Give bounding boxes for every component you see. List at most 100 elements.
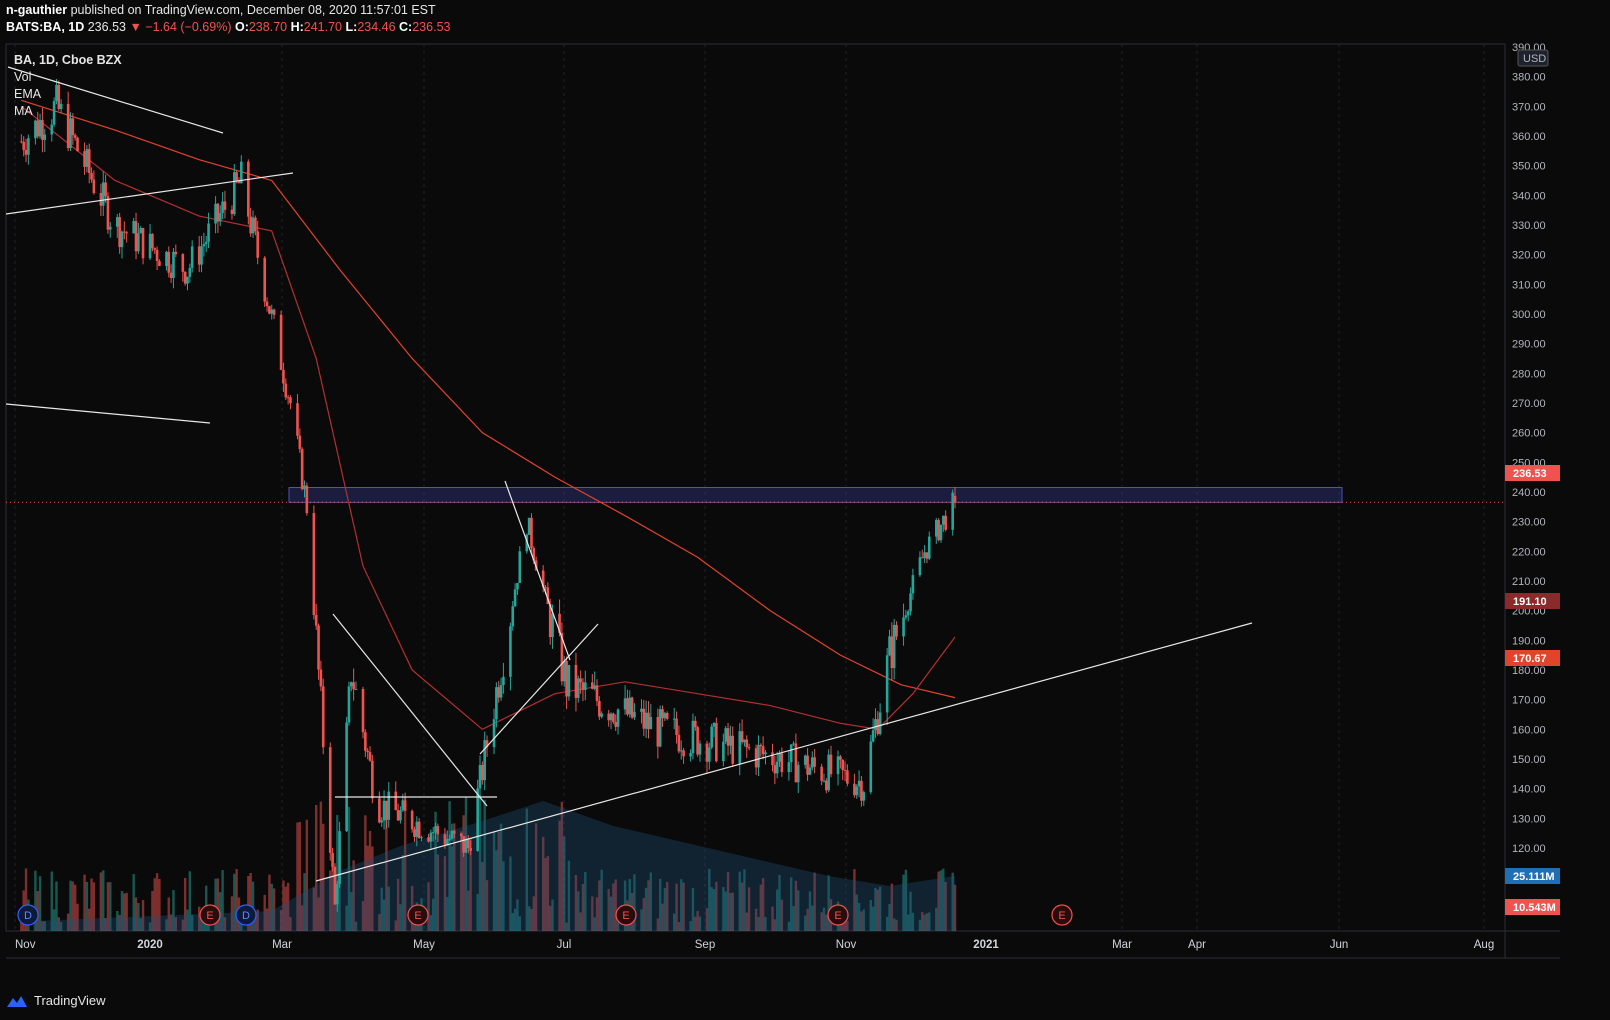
candle-body <box>843 769 847 771</box>
candle-body <box>462 836 465 853</box>
candle-body <box>607 713 610 721</box>
earnings-marker[interactable]: E <box>199 904 221 926</box>
volume-bar <box>951 872 954 931</box>
y-tick-label: 370.00 <box>1512 101 1546 113</box>
candle-body <box>778 753 781 762</box>
volume-bar <box>549 905 552 931</box>
candle-body <box>546 587 550 605</box>
volume-bar <box>642 897 645 931</box>
volume-bar <box>38 876 42 931</box>
volume-bar <box>256 909 259 931</box>
volume-bar <box>158 878 161 931</box>
volume-bar <box>616 922 620 931</box>
candle-body <box>148 233 152 259</box>
volume-bar <box>55 881 58 931</box>
candle-body <box>43 134 47 140</box>
candle-body <box>623 698 627 710</box>
earnings-marker[interactable]: E <box>827 904 849 926</box>
ma-line <box>21 99 956 699</box>
earnings-marker[interactable]: E <box>1051 904 1073 926</box>
candle-body <box>87 149 91 173</box>
volume-bar <box>181 919 185 931</box>
high-value: 241.70 <box>303 20 343 34</box>
dividend-marker[interactable]: D <box>17 904 39 926</box>
volume-bar <box>481 862 484 931</box>
volume-bar <box>478 794 482 931</box>
volume-bar <box>347 806 351 931</box>
legend-ema[interactable]: EMA <box>14 87 42 101</box>
volume-bar <box>165 919 168 931</box>
author-name[interactable]: n-gauthier <box>6 3 68 17</box>
volume-bar <box>935 907 938 931</box>
volume-bar <box>658 878 662 931</box>
open-label: O: <box>234 20 249 34</box>
y-tick-label: 230.00 <box>1512 517 1546 529</box>
candle-body <box>616 709 620 727</box>
volume-bar <box>581 883 585 931</box>
volume-bar <box>499 823 503 931</box>
candle-body <box>172 251 175 278</box>
x-tick-label: Sep <box>695 939 715 951</box>
candle-body <box>116 217 119 227</box>
earnings-marker[interactable]: E <box>407 904 429 926</box>
volume-bar <box>558 820 561 931</box>
volume-bar <box>923 914 926 931</box>
candle-body <box>836 756 840 775</box>
volume-bar <box>57 917 60 931</box>
volume-bar <box>909 891 912 931</box>
candle-body <box>352 682 355 690</box>
volume-bar <box>151 890 154 931</box>
volume-bar <box>249 872 252 931</box>
price-tag-label: 10.543M <box>1513 902 1556 914</box>
candle-body <box>789 744 793 763</box>
earnings-marker[interactable]: E <box>615 904 637 926</box>
volume-bar <box>939 870 943 931</box>
candle-body <box>743 739 746 743</box>
volume-bar <box>532 896 536 931</box>
candle-body <box>803 755 807 765</box>
legend-vol[interactable]: Vol <box>14 70 32 84</box>
volume-bar <box>743 869 746 931</box>
volume-bar <box>544 858 547 931</box>
volume-bar <box>780 899 784 931</box>
publish-line: n-gauthier published on TradingView.com,… <box>6 2 450 19</box>
candle-body <box>459 833 463 837</box>
candle-body <box>888 636 891 656</box>
dividend-marker[interactable]: D <box>235 904 257 926</box>
volume-bar <box>902 874 905 931</box>
legend-ma[interactable]: MA <box>14 104 33 118</box>
volume-bar <box>944 881 947 931</box>
volume-bar <box>797 890 800 931</box>
volume-bar <box>368 830 372 931</box>
volume-bar <box>754 908 758 931</box>
event-circle <box>17 904 39 926</box>
candle-body <box>682 750 685 757</box>
candle-body <box>169 272 173 278</box>
candle-body <box>661 709 664 719</box>
volume-bar <box>188 871 192 931</box>
candle-body <box>527 517 531 535</box>
volume-bar <box>251 881 255 931</box>
volume-bar <box>577 891 580 931</box>
volume-bar <box>448 801 451 931</box>
volume-bar <box>104 917 107 931</box>
candle-body <box>249 216 252 234</box>
candle-body <box>251 217 255 234</box>
event-circle <box>615 904 637 926</box>
candle-body <box>240 161 243 184</box>
volume-bar <box>254 915 257 931</box>
candle-body <box>911 575 915 594</box>
volume-bar <box>286 882 290 931</box>
volume-bar <box>853 869 856 931</box>
candle-body <box>511 606 515 627</box>
volume-bar <box>198 906 201 931</box>
volume-bar <box>59 922 63 931</box>
candle-body <box>76 137 79 152</box>
candle-body <box>139 228 142 234</box>
candle-body <box>202 243 206 247</box>
candle-body <box>410 810 414 830</box>
published-text: published on TradingView.com, December 0… <box>70 3 436 17</box>
candle-body <box>906 611 910 616</box>
candle-body <box>380 820 384 823</box>
